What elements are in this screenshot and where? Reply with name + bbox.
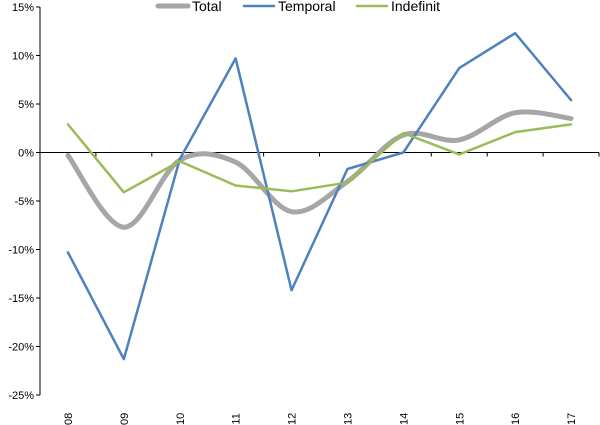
- x-tick-label: 2011: [231, 413, 243, 425]
- x-tick-label: 2014: [398, 413, 410, 425]
- x-tick-label: 2016: [510, 413, 522, 425]
- x-axis: 2008 2009 2010 2011 2012 2013 2014 2015 2016 2017: [39, 152, 600, 425]
- series-line-indefinit: [66, 123, 573, 194]
- x-tick-label: 2015: [454, 413, 466, 425]
- x-tick-label: 2008: [63, 413, 75, 425]
- x-tick-label: 2010: [175, 413, 187, 425]
- y-tick-label: 15%: [12, 2, 34, 14]
- y-tick-label: -15%: [8, 293, 34, 305]
- y-tick-label: -20%: [8, 342, 34, 354]
- legend-label-indefinit: Indefinit: [391, 0, 440, 14]
- x-tick-label: 2009: [119, 413, 131, 425]
- x-tick-label: 2012: [287, 413, 299, 425]
- series-line-total: [65, 109, 574, 230]
- y-axis: -25% -20% -15% -10% -5% 0% 5% 10% 15%: [8, 2, 41, 402]
- y-tick-label: 5%: [18, 99, 34, 111]
- series-line-temporal: [66, 31, 573, 361]
- legend-label-total: Total: [192, 0, 222, 14]
- y-tick-label: 10%: [12, 51, 34, 63]
- legend-label-temporal: Temporal: [278, 0, 336, 14]
- y-tick-label: -5%: [14, 196, 34, 208]
- y-tick-label: -10%: [8, 245, 34, 257]
- series-layer: [65, 31, 574, 361]
- x-tick-label: 2013: [342, 413, 354, 425]
- y-tick-label: 0%: [18, 148, 34, 160]
- legend: Total Temporal Indefinit: [155, 0, 440, 14]
- y-tick-label: -25%: [8, 390, 34, 402]
- x-tick-label: 2017: [566, 413, 578, 425]
